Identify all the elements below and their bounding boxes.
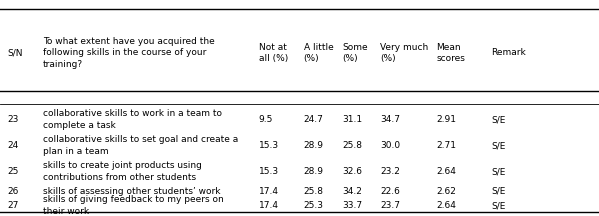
- Text: skills of giving feedback to my peers on
their work: skills of giving feedback to my peers on…: [43, 195, 224, 216]
- Text: 24.7: 24.7: [304, 115, 323, 124]
- Text: 23: 23: [7, 115, 19, 124]
- Text: S/E: S/E: [491, 187, 506, 196]
- Text: 2.91: 2.91: [436, 115, 456, 124]
- Text: S/N: S/N: [7, 48, 23, 57]
- Text: Mean
scores: Mean scores: [436, 43, 465, 63]
- Text: S/E: S/E: [491, 167, 506, 176]
- Text: Remark: Remark: [491, 48, 526, 57]
- Text: 2.64: 2.64: [436, 201, 456, 210]
- Text: 25: 25: [7, 167, 19, 176]
- Text: 17.4: 17.4: [259, 201, 279, 210]
- Text: 24: 24: [7, 141, 19, 150]
- Text: Very much
(%): Very much (%): [380, 43, 429, 63]
- Text: 26: 26: [7, 187, 19, 196]
- Text: 25.8: 25.8: [343, 141, 362, 150]
- Text: 25.8: 25.8: [304, 187, 323, 196]
- Text: 17.4: 17.4: [259, 187, 279, 196]
- Text: 34.7: 34.7: [380, 115, 400, 124]
- Text: S/E: S/E: [491, 201, 506, 210]
- Text: 2.64: 2.64: [436, 167, 456, 176]
- Text: 32.6: 32.6: [343, 167, 362, 176]
- Text: collaborative skills to set goal and create a
plan in a team: collaborative skills to set goal and cre…: [43, 135, 238, 156]
- Text: Not at
all (%): Not at all (%): [259, 43, 288, 63]
- Text: skills of assessing other students’ work: skills of assessing other students’ work: [43, 187, 220, 196]
- Text: A little
(%): A little (%): [304, 43, 334, 63]
- Text: S/E: S/E: [491, 115, 506, 124]
- Text: 9.5: 9.5: [259, 115, 273, 124]
- Text: 25.3: 25.3: [304, 201, 323, 210]
- Text: 33.7: 33.7: [343, 201, 363, 210]
- Text: To what extent have you acquired the
following skills in the course of your
trai: To what extent have you acquired the fol…: [43, 37, 215, 69]
- Text: 23.2: 23.2: [380, 167, 400, 176]
- Text: 2.62: 2.62: [436, 187, 456, 196]
- Text: 2.71: 2.71: [436, 141, 456, 150]
- Text: 28.9: 28.9: [304, 141, 323, 150]
- Text: 34.2: 34.2: [343, 187, 362, 196]
- Text: 15.3: 15.3: [259, 167, 279, 176]
- Text: 27: 27: [7, 201, 19, 210]
- Text: 22.6: 22.6: [380, 187, 400, 196]
- Text: S/E: S/E: [491, 141, 506, 150]
- Text: skills to create joint products using
contributions from other students: skills to create joint products using co…: [43, 161, 202, 182]
- Text: 30.0: 30.0: [380, 141, 401, 150]
- Text: 15.3: 15.3: [259, 141, 279, 150]
- Text: 23.7: 23.7: [380, 201, 400, 210]
- Text: 28.9: 28.9: [304, 167, 323, 176]
- Text: 31.1: 31.1: [343, 115, 363, 124]
- Text: collaborative skills to work in a team to
complete a task: collaborative skills to work in a team t…: [43, 110, 222, 130]
- Text: Some
(%): Some (%): [343, 43, 368, 63]
